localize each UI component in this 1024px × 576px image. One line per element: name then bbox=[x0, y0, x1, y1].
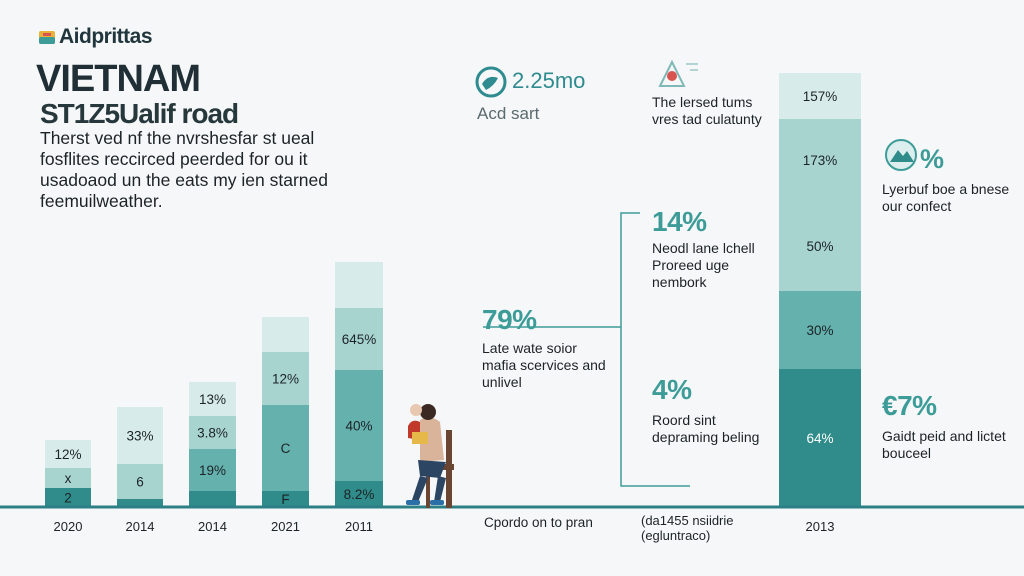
page-subtitle: ST1Z5Ualif road bbox=[40, 98, 239, 129]
bar-segment-label: 12% bbox=[272, 372, 299, 387]
bar-segment-label: 13% bbox=[199, 392, 226, 407]
bar-segment bbox=[45, 440, 91, 468]
stat-description: Late wate soior mafia scervices and unli… bbox=[482, 340, 606, 390]
bar-segment bbox=[262, 491, 309, 507]
bar-segment bbox=[779, 291, 861, 369]
bar-segment-label: 33% bbox=[126, 429, 153, 444]
footer-note: (da1455 nsiidrie (egluntraco) bbox=[641, 513, 734, 543]
bar-segment-label: x bbox=[65, 471, 72, 486]
bar-segment-label: 19% bbox=[199, 463, 226, 478]
bar-segment-label: 645% bbox=[342, 332, 377, 347]
bell-icon bbox=[658, 59, 698, 87]
bar-segment-label: 157% bbox=[803, 89, 838, 104]
x-tick-label: 2020 bbox=[54, 519, 83, 534]
brand-logo: Aidprittas bbox=[38, 24, 188, 50]
bar-segment bbox=[189, 416, 236, 449]
bar-segment bbox=[262, 352, 309, 405]
stat-description: Gaidt peid and lictet bouceel bbox=[882, 428, 1006, 461]
bar-segment bbox=[45, 468, 91, 488]
brand-icon bbox=[39, 31, 55, 44]
stat-description: The lersed tums vres tad culatunty bbox=[652, 94, 762, 127]
bar-segment-label: 6 bbox=[136, 475, 144, 490]
stat-value: 14% bbox=[652, 206, 707, 237]
mountain-icon bbox=[885, 139, 917, 171]
bar-segment bbox=[335, 481, 383, 507]
bar-segment bbox=[262, 317, 309, 352]
bar-segment bbox=[189, 449, 236, 491]
page-title: VIETNAM bbox=[36, 58, 201, 100]
bar-segment-label: 2 bbox=[64, 491, 72, 506]
bar-segment bbox=[779, 201, 861, 291]
intro-text: Therst ved nf the nvrshesfar st ueal fos… bbox=[40, 128, 328, 211]
bar-segment bbox=[262, 405, 309, 491]
stat-value: 2.25mo bbox=[512, 68, 586, 93]
bar-segment-label: 3.8% bbox=[197, 426, 228, 441]
bar-segment-label: 30% bbox=[806, 323, 833, 338]
bar-segment bbox=[779, 73, 861, 119]
stat-value: €7% bbox=[882, 390, 937, 421]
bar-segment-label: 50% bbox=[806, 239, 833, 254]
bar-segment bbox=[117, 499, 163, 507]
stat-value: % bbox=[920, 144, 945, 174]
globe-icon bbox=[475, 66, 507, 98]
bar-segment-label: 64% bbox=[806, 431, 833, 446]
stat-description: Neodl lane lchell Proreed uge nembork bbox=[652, 240, 755, 290]
person-reading-icon bbox=[406, 404, 454, 508]
bar-segment-label: 12% bbox=[54, 447, 81, 462]
stat-value: 79% bbox=[482, 304, 537, 335]
stat-description: Roord sint depraming beling bbox=[652, 412, 760, 445]
stat-value: 4% bbox=[652, 374, 692, 405]
callout-bracket bbox=[620, 212, 690, 487]
bar-segment-label: F bbox=[281, 492, 289, 507]
bar-segment-label: 40% bbox=[345, 419, 372, 434]
bar-segment bbox=[335, 370, 383, 481]
bar-segment-label: 173% bbox=[803, 153, 838, 168]
x-tick-label: 2011 bbox=[345, 519, 373, 534]
stat-label: Acd sart bbox=[477, 104, 540, 123]
bar-segment bbox=[45, 488, 91, 507]
stat-description: Lyerbuf boe a bnese our confect bbox=[882, 181, 1010, 214]
bar-segment bbox=[117, 464, 163, 499]
bar-segment-label: 8.2% bbox=[344, 487, 375, 502]
bar-segment bbox=[779, 119, 861, 201]
bar-segment bbox=[189, 382, 236, 416]
bar-segment bbox=[335, 308, 383, 370]
x-tick-label: 2021 bbox=[271, 519, 300, 534]
x-tick-label: 2014 bbox=[198, 519, 227, 534]
bar-segment bbox=[117, 407, 163, 464]
x-tick-label: 2014 bbox=[126, 519, 155, 534]
bar-segment bbox=[779, 369, 861, 507]
bar-segment bbox=[189, 491, 236, 507]
footer-label: Cpordo on to pran bbox=[484, 515, 593, 530]
bar-segment bbox=[335, 262, 383, 308]
brand-name: Aidprittas bbox=[59, 25, 153, 48]
bar-segment-label: C bbox=[281, 441, 291, 456]
x-tick-label: 2013 bbox=[806, 519, 835, 534]
